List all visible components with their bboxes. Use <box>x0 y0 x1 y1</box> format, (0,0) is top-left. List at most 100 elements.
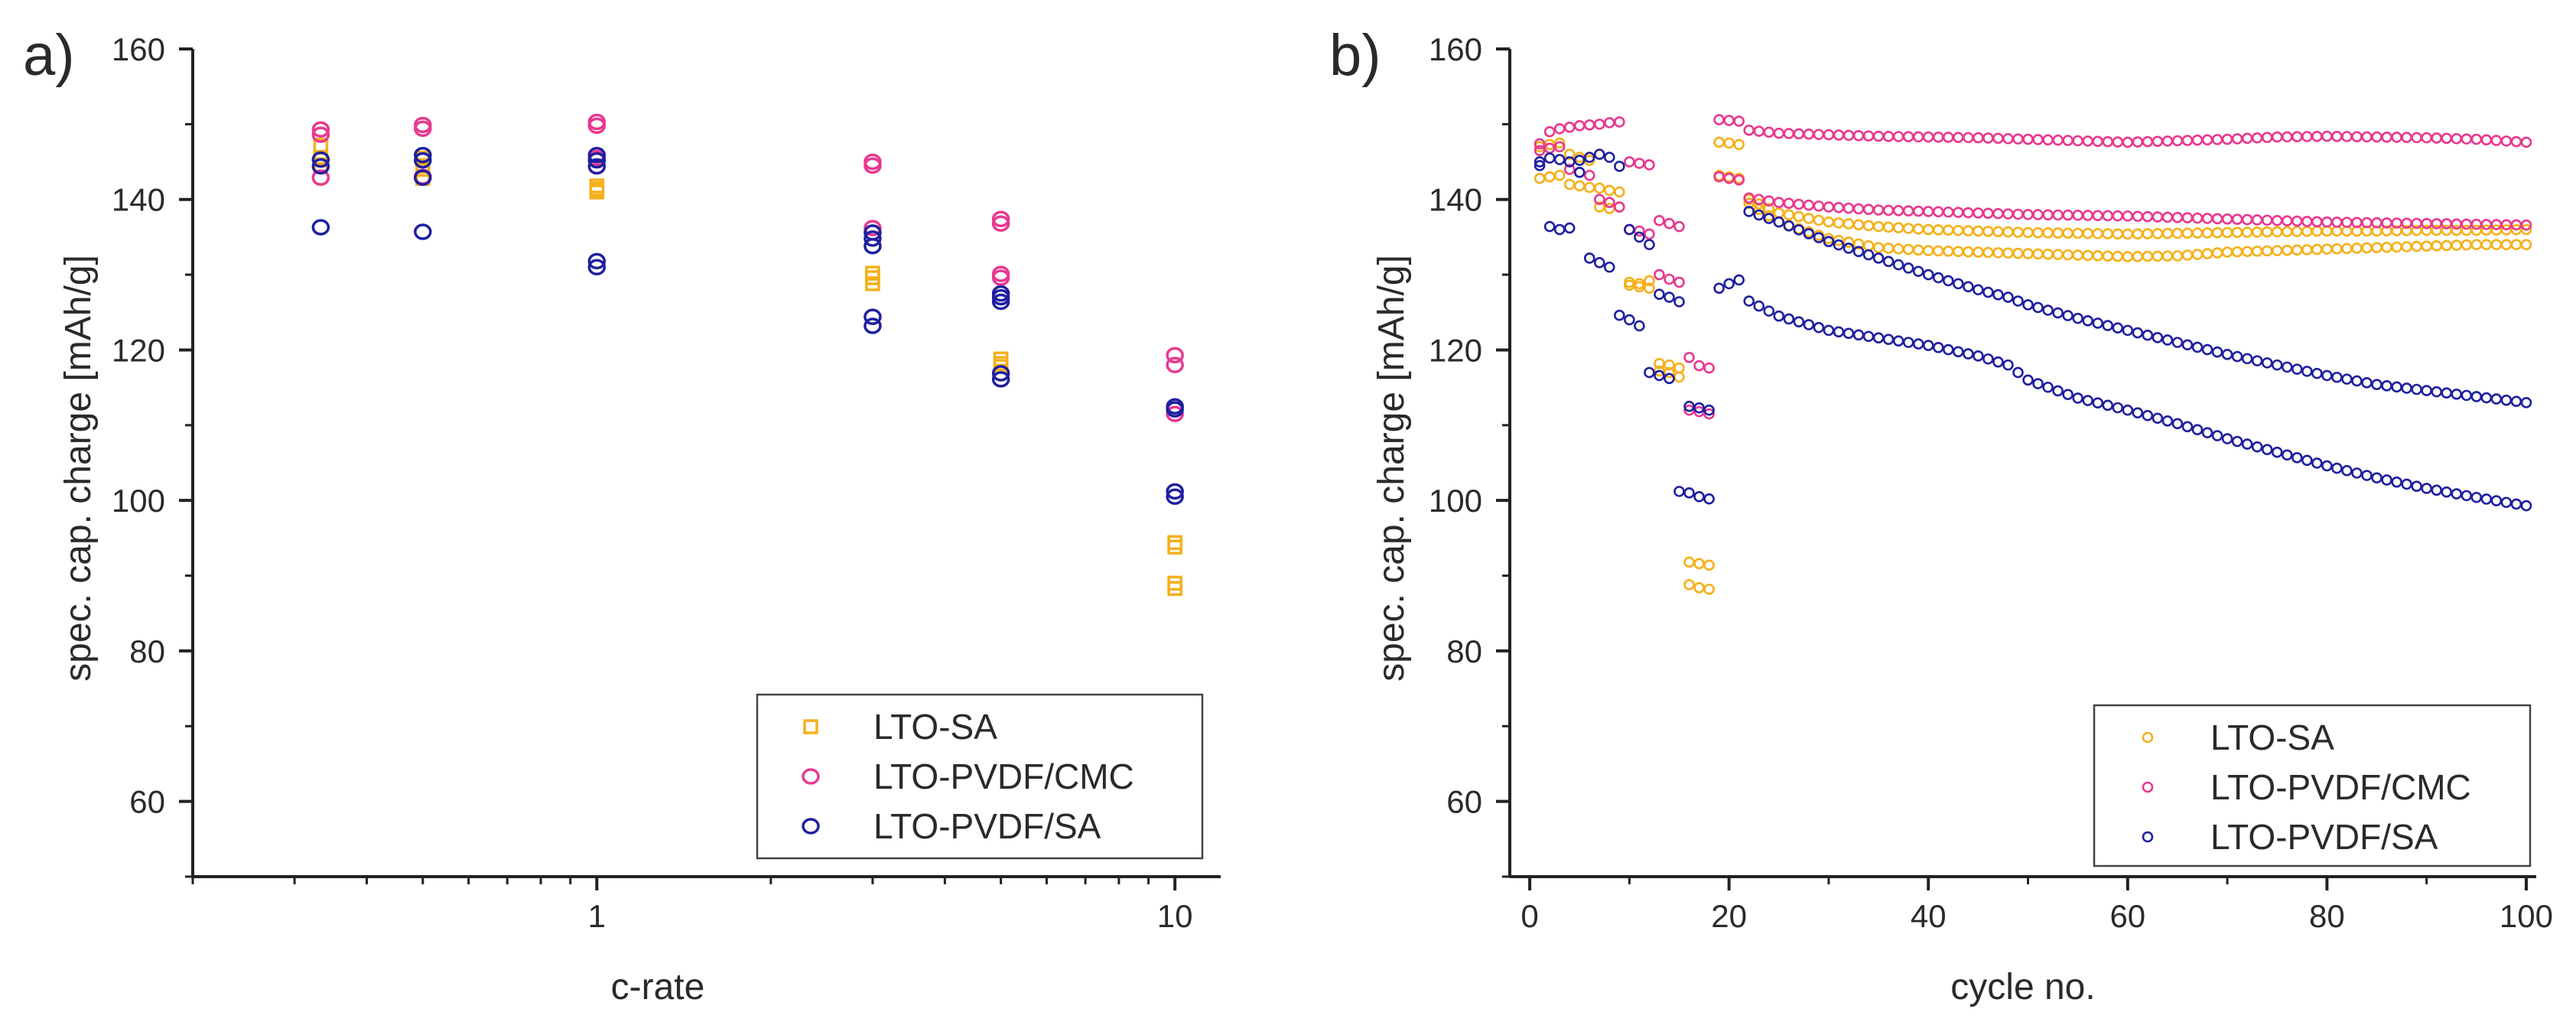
panel-b-lto-pvdf-cmc-point <box>2451 218 2463 230</box>
panel-b-lto-sa-point <box>2012 247 2024 259</box>
panel-b-lto-pvdf-cmc-point <box>2052 134 2064 146</box>
panel-b-lto-pvdf-sa-point <box>2072 392 2083 404</box>
panel-b-lto-pvdf-cmc-point <box>1583 169 1595 181</box>
panel-b-lto-pvdf-cmc-point <box>1634 158 1645 169</box>
panel-b-lto-pvdf-cmc-point <box>1563 164 1576 175</box>
panel-b-lto-pvdf-sa-point <box>2032 378 2044 389</box>
panel-b-lto-pvdf-cmc-point <box>1892 204 1904 216</box>
panel-b-lto-sa-point <box>2152 228 2164 239</box>
panel-b-lto-pvdf-sa-point <box>2480 392 2493 404</box>
panel-b-lto-pvdf-sa-point <box>2371 379 2382 391</box>
panel-b-lto-pvdf-cmc-point <box>2152 211 2164 223</box>
panel-b-lto-pvdf-sa-point <box>2062 389 2073 400</box>
panel-b-lto-sa-point <box>2261 245 2273 257</box>
panel-b-lto-sa-point <box>2112 250 2124 262</box>
panel-b-lto-pvdf-sa-point <box>2331 371 2343 383</box>
panel-a-x-tick-label: 1 <box>588 898 606 934</box>
panel-b-lto-sa-point <box>2490 239 2503 251</box>
panel-b-lto-pvdf-sa-point <box>2520 397 2532 408</box>
panel-b-marks <box>1534 114 2532 595</box>
panel-a-y-axis-title: spec. cap. charge [mAh/g] <box>58 255 99 682</box>
panel-b-lto-pvdf-cmc-point <box>2261 214 2273 226</box>
panel-b-lto-pvdf-cmc-point <box>2361 131 2373 143</box>
panel-b-lto-sa-point <box>1982 226 1994 237</box>
panel-b-lto-pvdf-cmc-point <box>1953 207 1964 218</box>
panel-b-lto-pvdf-cmc-point <box>1773 127 1785 139</box>
panel-b-lto-pvdf-sa-point <box>2002 359 2014 371</box>
panel-b-lto-pvdf-cmc-point <box>1992 132 2004 145</box>
panel-b-lto-pvdf-cmc-point <box>1922 206 1934 217</box>
panel-b-lto-sa-point <box>2062 249 2073 261</box>
panel-b-lto-pvdf-cmc-point <box>2062 209 2073 221</box>
panel-b-lto-pvdf-sa-point <box>2122 324 2134 337</box>
panel-b-lto-pvdf-sa-point <box>2401 478 2412 490</box>
panel-b-lto-pvdf-cmc-point <box>2291 131 2303 142</box>
panel-b-lto-sa-point <box>1973 246 1984 258</box>
panel-b-lto-pvdf-sa-point <box>2012 295 2024 307</box>
panel-b-lto-pvdf-sa-point <box>2022 374 2034 386</box>
panel-b-lto-sa-point <box>2122 228 2134 240</box>
panel-a-y-tick-label: 60 <box>129 784 165 820</box>
panel-b-lto-sa-point <box>2092 228 2104 239</box>
panel-b-lto-sa-point <box>2201 248 2213 259</box>
panel-b-y-tick-label: 140 <box>1429 182 1482 218</box>
panel-b-label: b) <box>1329 23 1381 88</box>
panel-b-lto-pvdf-cmc-point <box>2321 130 2333 142</box>
panel-b-lto-pvdf-sa-point <box>2301 454 2313 467</box>
panel-b-lto-pvdf-sa-point <box>2042 304 2054 316</box>
panel-b-lto-pvdf-cmc-point <box>1953 132 1964 143</box>
panel-a-lto-pvdf-sa-point <box>991 371 1010 388</box>
panel-b-lto-sa-point <box>2341 242 2353 255</box>
panel-b-lto-sa-point <box>1783 209 1795 221</box>
panel-b-lto-pvdf-sa-point <box>1763 305 1775 317</box>
panel-b-lto-pvdf-sa-point <box>1862 249 1875 261</box>
panel-b-lto-pvdf-cmc-point <box>2082 210 2093 221</box>
panel-b-x-tick-label: 100 <box>2500 898 2553 934</box>
panel-b-lto-pvdf-sa-point <box>2321 460 2333 472</box>
panel-b-lto-pvdf-sa-point <box>1534 160 1546 171</box>
panel-b-lto-sa-point <box>2411 240 2422 252</box>
panel-b-lto-pvdf-sa-point <box>1703 404 1715 416</box>
panel-b-lto-sa-point <box>1833 217 1845 229</box>
panel-b-lto-sa-point <box>2132 228 2144 240</box>
panel-b-lto-sa-point <box>2231 226 2243 239</box>
panel-b-lto-pvdf-sa-point <box>2381 379 2392 392</box>
panel-b-lto-sa-point <box>1644 275 1655 287</box>
panel-a-label: a) <box>23 23 75 88</box>
panel-a-lto-sa-point <box>865 276 880 291</box>
panel-b-lto-pvdf-cmc-point <box>1644 159 1655 171</box>
panel-b-lto-pvdf-cmc-point <box>2480 219 2493 230</box>
panel-a-lto-sa-series <box>313 138 1182 597</box>
panel-b-lto-pvdf-cmc-point <box>1703 362 1715 374</box>
panel-b-lto-pvdf-sa-point <box>1763 213 1775 224</box>
panel-b-lto-pvdf-sa-point <box>1603 261 1615 273</box>
panel-a-lto-pvdf-sa-point <box>1166 488 1184 506</box>
panel-b-lto-sa-point <box>2321 243 2333 255</box>
panel-b-legend-box <box>2093 704 2532 867</box>
panel-b-lto-sa-point <box>2132 250 2144 262</box>
panel-b-lto-sa-point <box>2371 242 2382 253</box>
panel-a-lto-pvdf-cmc-point <box>311 169 330 186</box>
panel-b-lto-pvdf-cmc-point <box>1833 202 1845 213</box>
panel-b-lto-pvdf-cmc-point <box>2201 134 2213 146</box>
panel-b-lto-sa-point <box>2391 241 2402 253</box>
panel-b-lto-pvdf-cmc-point <box>2171 212 2184 223</box>
panel-b-lto-pvdf-cmc-point <box>2391 132 2402 143</box>
panel-b-lto-sa-point <box>1733 138 1745 151</box>
panel-b-lto-pvdf-sa-point <box>2181 339 2194 351</box>
panel-b-lto-sa-point <box>2281 226 2293 238</box>
panel-b-lto-pvdf-sa-point <box>2271 359 2283 371</box>
panel-a-lto-pvdf-sa-point <box>864 317 882 334</box>
panel-b-lto-sa-point <box>2301 244 2313 255</box>
panel-b-lto-pvdf-sa-point <box>1833 326 1845 338</box>
panel-b-lto-pvdf-sa-point <box>2002 291 2014 303</box>
panel-a-lto-pvdf-sa-point <box>587 146 607 164</box>
panel-b-legend-lto-sa-marker <box>2142 731 2154 744</box>
panel-b-lto-sa-point <box>2221 246 2233 258</box>
panel-b-lto-sa-point <box>2102 250 2114 262</box>
panel-b-x-tick-label: 0 <box>1521 898 1538 934</box>
panel-b-lto-pvdf-sa-point <box>1872 332 1885 344</box>
panel-b-lto-pvdf-sa-point <box>2012 366 2024 379</box>
panel-a-lto-pvdf-sa-point <box>414 146 432 164</box>
panel-a-lto-pvdf-sa-point <box>587 151 607 169</box>
